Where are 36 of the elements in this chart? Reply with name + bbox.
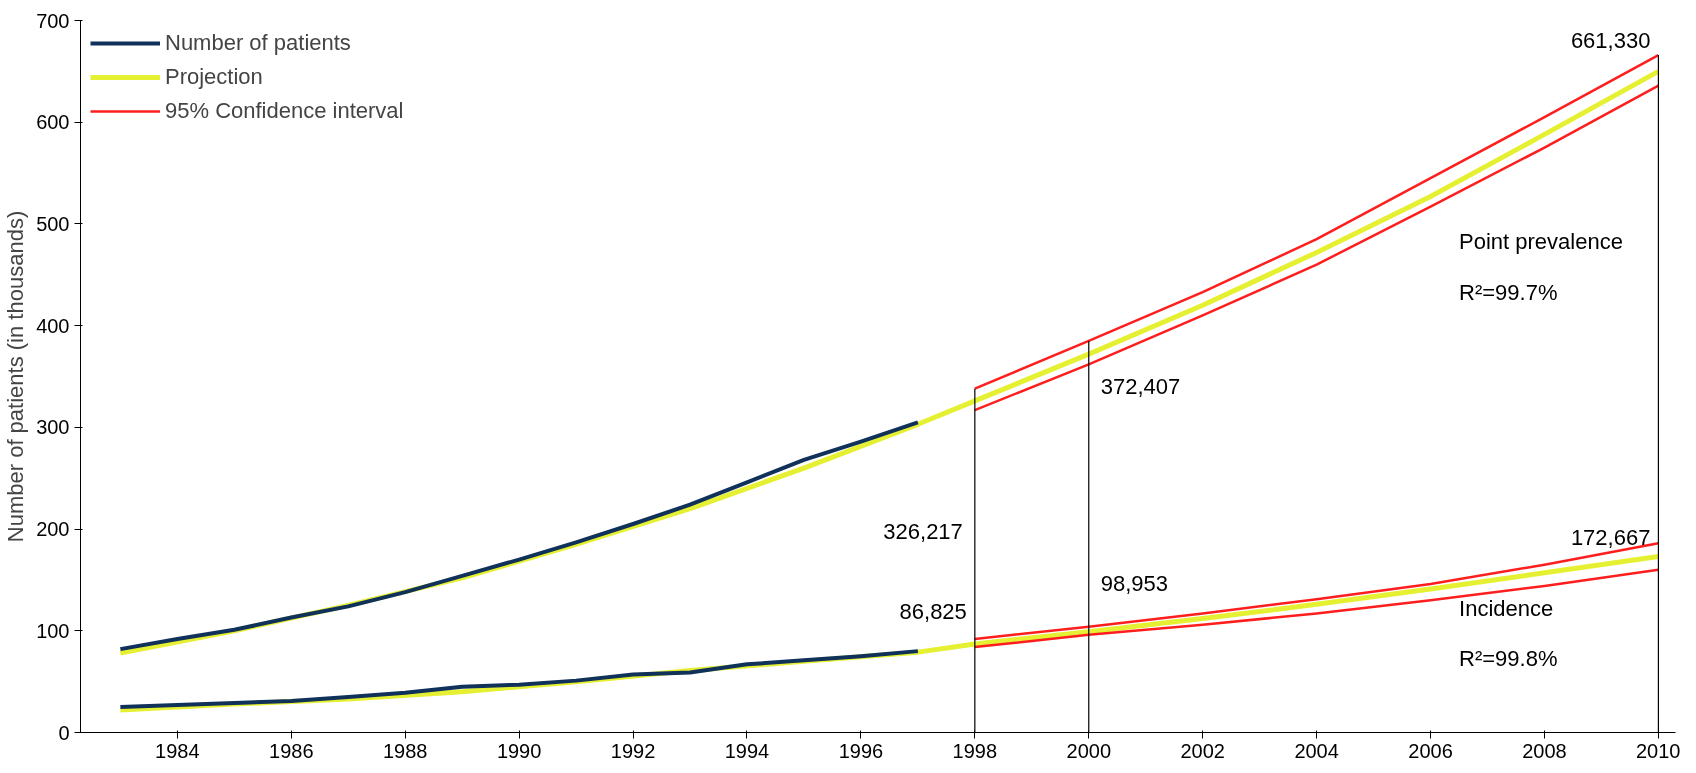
y-tick-label: 700: [36, 9, 70, 32]
annotation: 172,667: [1570, 524, 1651, 550]
annotation: 372,407: [1100, 374, 1181, 400]
x-tick-label: 1998: [952, 739, 998, 762]
x-tick-label: 2004: [1294, 739, 1339, 762]
y-tick-label: 500: [36, 212, 70, 235]
x-tick-label: 2010: [1636, 739, 1681, 762]
annotation: R²=99.7%: [1459, 280, 1558, 306]
legend-label: Number of patients: [165, 30, 351, 56]
y-tick-label: 100: [36, 619, 70, 642]
x-tick-label: 1994: [724, 739, 770, 762]
legend-label: Projection: [165, 64, 263, 90]
x-tick-label: 1984: [155, 739, 200, 762]
annotation: Incidence: [1459, 595, 1554, 621]
y-tick-label: 0: [58, 721, 70, 744]
annotation: R²=99.8%: [1459, 646, 1558, 672]
legend-label: 95% Confidence interval: [165, 98, 404, 124]
y-tick-label: 600: [36, 111, 70, 134]
x-tick-label: 1986: [269, 739, 314, 762]
annotation: 326,217: [883, 519, 963, 545]
x-tick-label: 1988: [382, 739, 428, 762]
annotation: 86,825: [899, 598, 967, 624]
x-tick-label: 2008: [1522, 739, 1567, 762]
annotation: 661,330: [1570, 27, 1651, 53]
x-tick-label: 2006: [1408, 739, 1453, 762]
x-tick-label: 2000: [1066, 739, 1112, 762]
x-tick-label: 2002: [1180, 739, 1225, 762]
y-tick-label: 200: [36, 518, 70, 541]
x-tick-label: 1996: [838, 739, 884, 762]
y-axis-title: Number of patients (in thousands): [3, 210, 29, 543]
x-tick-label: 1992: [610, 739, 656, 762]
y-tick-label: 400: [36, 314, 70, 337]
annotation: 98,953: [1100, 571, 1169, 597]
x-tick-label: 1990: [496, 739, 542, 762]
y-tick-label: 300: [36, 416, 70, 439]
annotation: Point prevalence: [1459, 229, 1623, 255]
